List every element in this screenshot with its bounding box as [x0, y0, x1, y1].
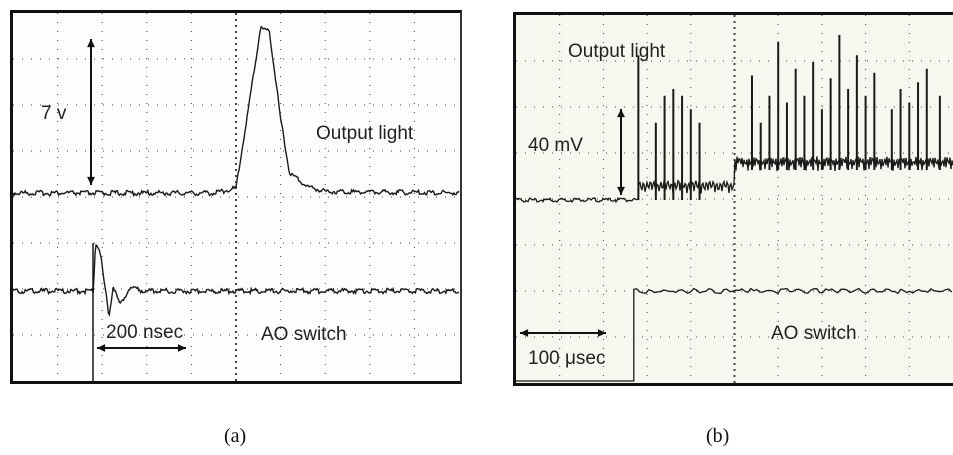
scope-panel-a: 7 v Output light 200 nsec AO switch	[10, 10, 462, 384]
vertical-scale-label-a: 7 v	[41, 103, 67, 124]
output-light-label-a: Output light	[316, 123, 414, 144]
horizontal-scale-arrow-b	[520, 329, 606, 337]
horizontal-scale-label-a: 200 nsec	[106, 322, 184, 343]
scope-plot-a	[13, 13, 460, 381]
scope-plot-b	[516, 15, 953, 383]
horizontal-scale-arrow-a	[97, 344, 186, 352]
horizontal-scale-arrow-b-head	[597, 329, 606, 337]
output-light-trace-b	[516, 156, 953, 204]
caption-a: (a)	[224, 425, 247, 447]
output-light-trace-a	[13, 25, 460, 198]
ao-switch-label-b: AO switch	[771, 323, 857, 344]
vertical-scale-arrow-a-head	[87, 176, 95, 185]
scope-panel-b: Output light 40 mV AO switch 100 μsec	[513, 12, 953, 386]
vertical-scale-arrow-a-head	[87, 39, 95, 48]
vertical-scale-arrow-b-head	[617, 186, 625, 195]
panel-b-grid	[516, 15, 953, 383]
caption-b: (b)	[706, 425, 730, 447]
panel-a-grid	[13, 13, 459, 381]
ao-switch-trace-a	[13, 243, 459, 317]
vertical-scale-arrow-b-head	[617, 109, 625, 118]
vertical-scale-label-b: 40 mV	[528, 135, 583, 156]
ao-switch-label-a: AO switch	[261, 324, 347, 345]
vertical-scale-arrow-b	[617, 109, 625, 195]
ao-switch-trace-b	[516, 287, 953, 382]
horizontal-scale-label-b: 100 μsec	[528, 348, 606, 369]
horizontal-scale-arrow-a-head	[97, 344, 106, 352]
horizontal-scale-arrow-b-head	[520, 329, 529, 337]
vertical-scale-arrow-a	[87, 39, 95, 185]
output-light-label-b: Output light	[568, 41, 666, 62]
horizontal-scale-arrow-a-head	[177, 344, 186, 352]
